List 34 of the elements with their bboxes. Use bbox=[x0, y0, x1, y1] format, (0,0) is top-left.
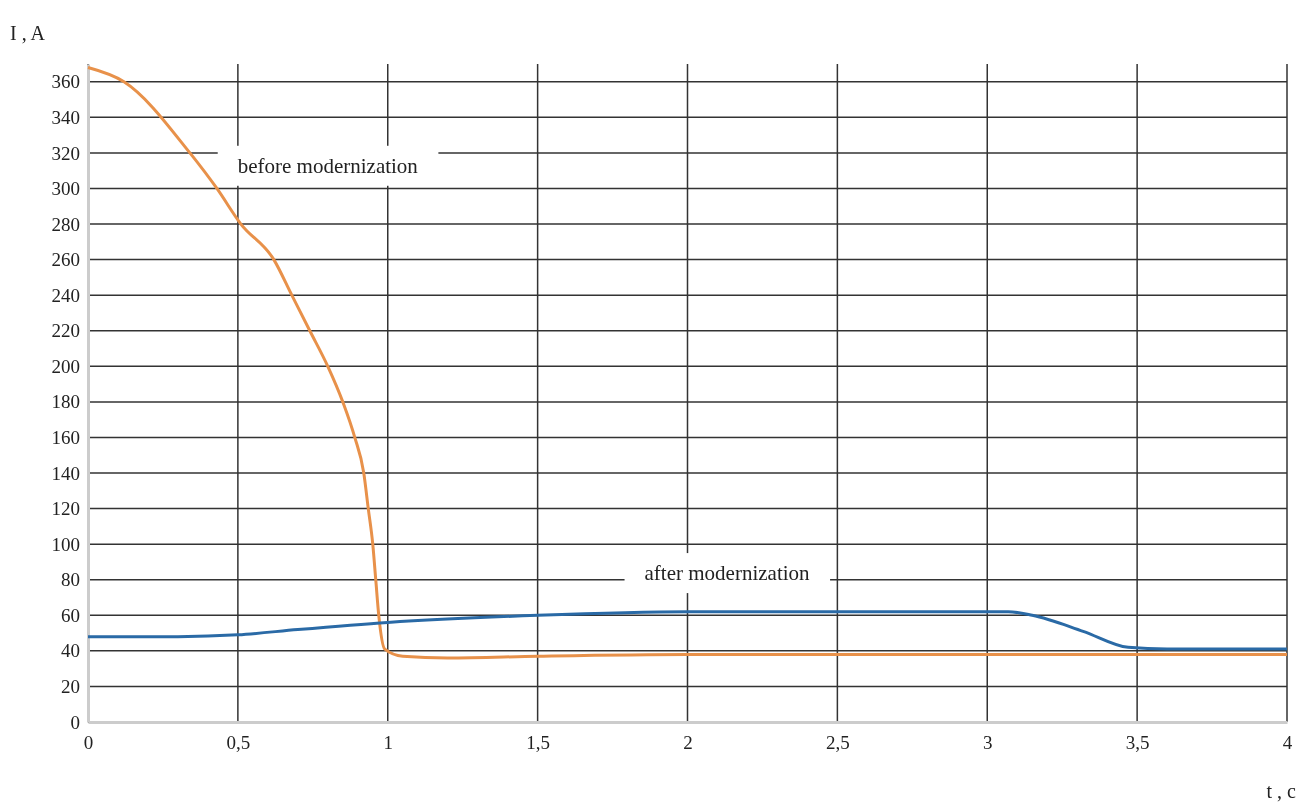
y-tick-label: 100 bbox=[51, 533, 80, 555]
x-tick-label: 0 bbox=[83, 732, 94, 754]
y-tick-label: 0 bbox=[70, 711, 80, 733]
y-tick-label: 240 bbox=[51, 284, 80, 306]
series-label: before modernization bbox=[237, 153, 419, 178]
x-tick-label: 1 bbox=[383, 732, 393, 754]
series-label: after modernization bbox=[644, 561, 811, 586]
line-series bbox=[86, 66, 1289, 660]
y-tick-label: 20 bbox=[61, 676, 80, 698]
y-tick-label: 320 bbox=[51, 142, 80, 164]
x-tick-label: 0,5 bbox=[226, 732, 251, 754]
x-axis-title: t , c bbox=[1266, 780, 1297, 802]
y-tick-label: 60 bbox=[61, 604, 80, 626]
x-tick-label: 3,5 bbox=[1125, 732, 1150, 754]
y-tick-label: 140 bbox=[51, 462, 80, 484]
y-tick-label: 280 bbox=[51, 213, 80, 235]
y-tick-label: 200 bbox=[51, 355, 80, 377]
x-tick-label: 1,5 bbox=[526, 732, 550, 754]
y-tick-label: 360 bbox=[51, 71, 80, 93]
y-tick-label: 260 bbox=[51, 249, 80, 271]
y-tick-label: 120 bbox=[51, 498, 80, 520]
line-series bbox=[86, 610, 1289, 651]
y-tick-label: 340 bbox=[51, 106, 80, 128]
y-tick-label: 220 bbox=[51, 320, 80, 342]
x-tick-label: 2 bbox=[683, 732, 693, 754]
y-tick-label: 40 bbox=[61, 640, 80, 662]
y-tick-label: 300 bbox=[51, 178, 80, 200]
x-tick-label: 4 bbox=[1282, 732, 1293, 754]
y-tick-label: 180 bbox=[51, 391, 80, 413]
x-tick-label: 3 bbox=[983, 732, 993, 754]
y-axis-title: I , A bbox=[10, 22, 46, 44]
y-tick-label: 80 bbox=[61, 569, 80, 591]
x-tick-label: 2,5 bbox=[826, 732, 850, 754]
y-tick-label: 160 bbox=[51, 427, 80, 449]
